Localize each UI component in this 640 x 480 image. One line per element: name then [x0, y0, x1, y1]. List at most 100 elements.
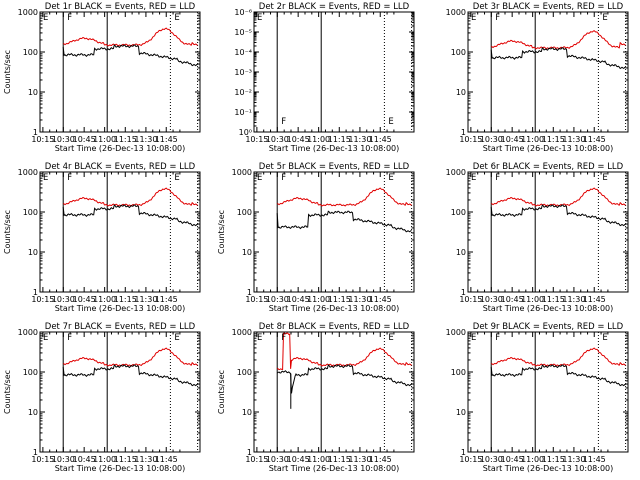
x-tick-label: 11:30 — [348, 135, 371, 144]
x-tick-label: 10:15 — [245, 135, 268, 144]
y-tick-label: 100 — [451, 208, 466, 217]
plot-frame — [467, 11, 629, 133]
y-tick-label: 1000 — [232, 168, 252, 177]
lld-series-line — [490, 347, 626, 367]
x-tick-label: 10:30 — [266, 135, 289, 144]
x-tick-label: 11:15 — [328, 295, 351, 304]
marker-label-E: E — [602, 13, 607, 23]
marker-label-E: E — [174, 333, 179, 343]
events-series-line — [490, 204, 626, 227]
plot-frame — [253, 11, 415, 133]
x-tick-label: 11:00 — [93, 455, 116, 464]
marker-label-E-left: E — [257, 13, 262, 23]
x-tick-label: 10:45 — [73, 455, 96, 464]
x-tick-label: 10:15 — [31, 295, 54, 304]
plot-frame — [253, 171, 415, 293]
marker-label-E-left: E — [257, 173, 262, 183]
plot-frame — [39, 171, 201, 293]
lld-series-line — [62, 347, 198, 367]
x-tick-label: 10:15 — [245, 455, 268, 464]
y-tick-label: 100 — [237, 208, 252, 217]
marker-label-E: E — [174, 173, 179, 183]
marker-label-E-left: E — [43, 13, 48, 23]
x-tick-label: 10:30 — [480, 295, 503, 304]
panel-title: Det 8r BLACK = Events, RED = LLD — [259, 322, 410, 332]
panel-title: Det 4r BLACK = Events, RED = LLD — [45, 162, 196, 172]
x-tick-label: 11:45 — [155, 135, 178, 144]
x-tick-label: 10:30 — [52, 455, 75, 464]
lld-series-line — [490, 30, 626, 50]
lld-series-line — [490, 187, 626, 207]
panel-det-9 — [467, 331, 629, 453]
y-axis-label: Counts/sec — [3, 50, 12, 94]
y-tick-label: 10 — [456, 408, 466, 417]
x-tick-label: 11:45 — [155, 295, 178, 304]
x-tick-label: 11:45 — [155, 455, 178, 464]
plot-frame — [467, 331, 629, 453]
x-axis-label: Start Time (26-Dec-13 10:08:00) — [55, 464, 186, 473]
y-tick-label: 10 — [28, 248, 38, 257]
x-tick-label: 11:30 — [134, 455, 157, 464]
x-axis-label: Start Time (26-Dec-13 10:08:00) — [483, 464, 614, 473]
x-tick-label: 10:15 — [459, 135, 482, 144]
x-tick-label: 10:45 — [287, 135, 310, 144]
plot-frame — [39, 331, 201, 453]
y-axis-label: Counts/sec — [217, 210, 226, 254]
y-tick-label: 100 — [451, 48, 466, 57]
marker-label-E: E — [602, 173, 607, 183]
y-tick-label: 10⁻¹ — [234, 108, 252, 117]
x-tick-label: 11:15 — [114, 455, 137, 464]
panel-title: Det 3r BLACK = Events, RED = LLD — [473, 2, 624, 12]
marker-label-F: F — [67, 173, 72, 183]
x-tick-label: 11:30 — [348, 455, 371, 464]
x-axis-label: Start Time (26-Dec-13 10:08:00) — [55, 304, 186, 313]
x-tick-label: 10:15 — [31, 135, 54, 144]
y-tick-label: 1 — [33, 288, 38, 297]
x-tick-label: 11:30 — [348, 295, 371, 304]
x-axis-label: Start Time (26-Dec-13 10:08:00) — [483, 304, 614, 313]
y-tick-label: 1 — [461, 128, 466, 137]
marker-label-E: E — [388, 117, 393, 127]
lld-series-line — [276, 187, 412, 207]
marker-label-E-left: E — [471, 13, 476, 23]
y-tick-label: 1000 — [232, 328, 252, 337]
events-series-line — [276, 364, 412, 394]
events-series-line — [276, 210, 412, 233]
x-tick-label: 11:00 — [521, 455, 544, 464]
x-tick-label: 11:00 — [307, 455, 330, 464]
x-tick-label: 11:30 — [562, 135, 585, 144]
marker-label-E: E — [174, 13, 179, 23]
plot-frame — [467, 171, 629, 293]
x-tick-label: 11:30 — [562, 455, 585, 464]
x-tick-label: 11:30 — [134, 295, 157, 304]
y-tick-label: 10⁻² — [234, 88, 252, 97]
x-tick-label: 10:45 — [501, 295, 524, 304]
y-tick-label: 100 — [23, 48, 38, 57]
panel-title: Det 1r BLACK = Events, RED = LLD — [45, 2, 196, 12]
panel-title: Det 7r BLACK = Events, RED = LLD — [45, 322, 196, 332]
x-tick-label: 10:45 — [287, 295, 310, 304]
x-tick-label: 10:15 — [245, 295, 268, 304]
lld-series-line — [62, 27, 198, 47]
y-tick-label: 1 — [247, 288, 252, 297]
x-tick-label: 11:00 — [521, 135, 544, 144]
panel-det-7 — [39, 331, 201, 453]
lld-series-line — [276, 332, 412, 371]
y-tick-label: 10 — [28, 88, 38, 97]
y-tick-label: 10 — [242, 408, 252, 417]
marker-label-E-left: E — [471, 173, 476, 183]
x-axis-label: Start Time (26-Dec-13 10:08:00) — [55, 144, 186, 153]
y-tick-label: 10⁻⁵ — [234, 28, 252, 37]
y-tick-label: 1000 — [18, 328, 38, 337]
marker-label-E: E — [388, 333, 393, 343]
y-tick-label: 1 — [33, 128, 38, 137]
marker-label-F: F — [67, 333, 72, 343]
x-tick-label: 10:45 — [287, 455, 310, 464]
y-axis-label: Counts/sec — [3, 210, 12, 254]
panel-det-1 — [39, 11, 201, 133]
y-tick-label: 10 — [456, 88, 466, 97]
y-tick-label: 10⁻³ — [234, 68, 252, 77]
y-tick-label: 10⁰ — [239, 128, 252, 137]
events-series-line — [62, 44, 198, 67]
marker-label-F: F — [281, 333, 286, 343]
